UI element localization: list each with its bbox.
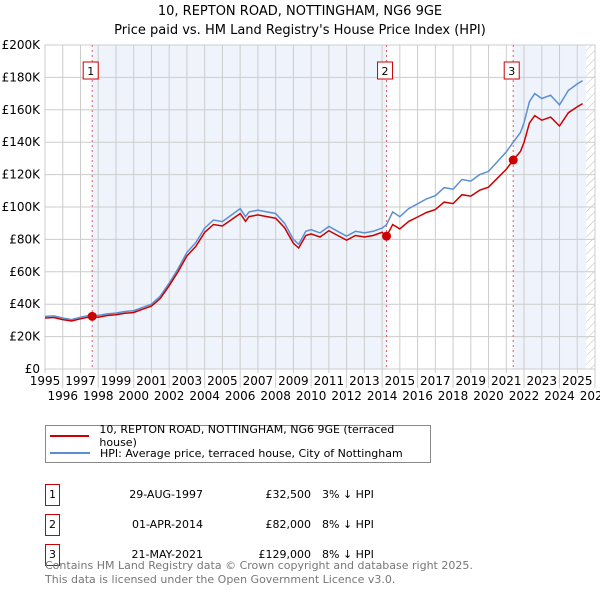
y-tick-label: £140K xyxy=(2,135,42,149)
y-tick-label: £20K xyxy=(9,330,41,344)
y-tick-label: £60K xyxy=(9,265,41,279)
y-tick-label: £160K xyxy=(2,103,42,117)
transaction-hpi-diff: 8% ↓ HPI xyxy=(322,518,374,531)
legend-hpi-label: HPI: Average price, terraced house, City… xyxy=(100,446,403,460)
x-tick-label: 2008 xyxy=(260,389,291,403)
legend-price-line xyxy=(50,435,90,437)
transaction-date: 21-MAY-2021 xyxy=(131,548,203,561)
x-tick-label: 2013 xyxy=(349,374,380,388)
transaction-number: 3 xyxy=(45,544,60,566)
sale-marker-label: 2 xyxy=(382,65,389,78)
sale-marker-box xyxy=(82,61,99,80)
price-line xyxy=(44,102,583,322)
x-tick-label: 2010 xyxy=(296,389,327,403)
chart-subtitle: Price paid vs. HM Land Registry's House … xyxy=(114,23,486,38)
y-tick-label: £80K xyxy=(9,232,41,246)
x-tick-label: 2011 xyxy=(314,374,345,388)
x-tick-label: 2023 xyxy=(527,374,558,388)
transaction-date: 29-AUG-1997 xyxy=(129,488,203,501)
sale-marker-label: 3 xyxy=(508,65,515,78)
x-tick-label: 2001 xyxy=(136,374,167,388)
x-tick-label: 2020 xyxy=(473,389,504,403)
sale-point xyxy=(382,231,392,241)
x-tick-label: 2005 xyxy=(207,374,238,388)
transaction-hpi-diff: 3% ↓ HPI xyxy=(322,488,374,501)
transaction-number: 2 xyxy=(45,514,60,536)
x-tick-label: 1995 xyxy=(30,374,61,388)
y-tick-label: £200K xyxy=(2,38,42,52)
x-tick-label: 2022 xyxy=(509,389,540,403)
x-tick-label: 2015 xyxy=(385,374,416,388)
x-tick-label: 2000 xyxy=(118,389,149,403)
x-tick-label: 2007 xyxy=(243,374,274,388)
x-tick-label: 2026 xyxy=(580,389,600,403)
x-tick-label: 1998 xyxy=(83,389,114,403)
footer-copyright: Contains HM Land Registry data © Crown c… xyxy=(45,559,473,572)
x-tick-label: 2002 xyxy=(154,389,185,403)
x-tick-label: 2016 xyxy=(402,389,433,403)
y-tick-label: £100K xyxy=(2,200,42,214)
transaction-row: 1 29-AUG-1997 £32,500 3% ↓ HPI xyxy=(45,484,445,506)
x-tick-label: 2019 xyxy=(456,374,487,388)
x-tick-label: 2006 xyxy=(225,389,256,403)
x-tick-label: 1999 xyxy=(101,374,132,388)
y-tick-label: £40K xyxy=(9,297,41,311)
transaction-date: 01-APR-2014 xyxy=(131,518,203,531)
y-tick-label: £180K xyxy=(2,70,42,84)
y-tick-label: £120K xyxy=(2,168,42,182)
sale-point xyxy=(87,311,97,321)
x-tick-label: 2003 xyxy=(172,374,203,388)
transaction-price: £82,000 xyxy=(265,518,312,531)
x-tick-label: 2021 xyxy=(491,374,522,388)
y-tick-label: £0 xyxy=(25,362,40,376)
x-tick-label: 2014 xyxy=(367,389,398,403)
legend-hpi-line xyxy=(50,452,90,454)
plot-frame xyxy=(44,44,596,370)
x-tick-label: 2012 xyxy=(331,389,362,403)
x-tick-label: 2024 xyxy=(544,389,575,403)
transaction-price: £32,500 xyxy=(265,488,312,501)
x-tick-label: 1997 xyxy=(65,374,96,388)
sale-point xyxy=(508,155,518,165)
transaction-number: 1 xyxy=(45,484,60,506)
x-tick-label: 2025 xyxy=(562,374,593,388)
transaction-price: £129,000 xyxy=(258,548,312,561)
x-tick-label: 2018 xyxy=(438,389,469,403)
legend: 10, REPTON ROAD, NOTTINGHAM, NG6 9GE (te… xyxy=(45,423,431,463)
x-tick-label: 2017 xyxy=(420,374,451,388)
hpi-line xyxy=(44,79,583,321)
sale-marker-label: 1 xyxy=(87,65,94,78)
price-chart: £0 £20K £40K £60K £80K £100K £120K £140K £160K £1… xyxy=(2,38,600,403)
transaction-row: 3 21-MAY-2021 £129,000 8% ↓ HPI xyxy=(45,544,445,566)
transaction-hpi-diff: 8% ↓ HPI xyxy=(322,548,374,561)
x-tick-label: 2004 xyxy=(189,389,220,403)
chart-title: 10, REPTON ROAD, NOTTINGHAM, NG6 9GE xyxy=(157,4,443,19)
x-tick-label: 2009 xyxy=(278,374,309,388)
legend-price-label: 10, REPTON ROAD, NOTTINGHAM, NG6 9GE (te… xyxy=(99,423,395,449)
x-tick-label: 1996 xyxy=(47,389,78,403)
sale-marker-box xyxy=(377,61,394,80)
transaction-row: 2 01-APR-2014 £82,000 8% ↓ HPI xyxy=(45,514,445,536)
footer-licence: This data is licensed under the Open Gov… xyxy=(45,573,396,586)
sale-marker-box xyxy=(503,61,520,80)
